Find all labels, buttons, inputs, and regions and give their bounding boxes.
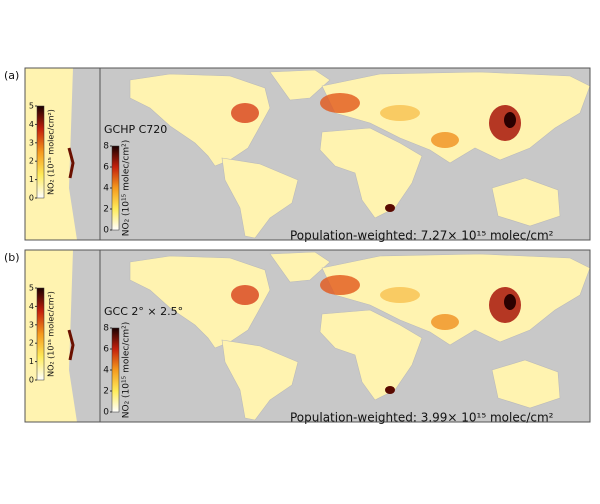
colorbar-tick-label: 0 [29, 376, 34, 385]
inset-map [23, 66, 102, 242]
model-name: GCHP C720 [104, 123, 167, 136]
colorbar-label: NO₂ (10¹⁵ molec/cm²) [122, 140, 132, 236]
world-map [99, 67, 591, 241]
colorbar [111, 145, 120, 231]
colorbar-tick-label: 2 [103, 205, 109, 215]
colorbar-tick-label: 4 [103, 366, 109, 376]
colorbar-tick-label: 5 [29, 102, 34, 111]
colorbar-label: NO₂ (10¹⁵ molec/cm²) [47, 109, 56, 195]
colorbar-tick-label: 2 [29, 339, 34, 348]
colorbar-tick-label: 8 [103, 142, 109, 152]
panel-frame [24, 67, 591, 241]
colorbar-tick-label: 6 [103, 345, 109, 355]
colorbar [36, 287, 45, 381]
caption: Population-weighted: 7.27× 10¹⁵ molec/cm… [290, 229, 554, 243]
colorbar-label: NO₂ (10¹⁵ molec/cm²) [122, 322, 132, 418]
colorbar-tick-label: 4 [29, 302, 34, 311]
colorbar [36, 105, 45, 199]
colorbar-tick-label: 0 [103, 226, 109, 236]
panel-frame [24, 249, 591, 423]
colorbar-tick-label: 6 [103, 163, 109, 173]
colorbar-tick-label: 3 [29, 138, 34, 147]
panel: (b) GCC 2° × 2.5° Population-weighted: 3.9… [4, 248, 591, 425]
colorbar-tick-label: 0 [103, 408, 109, 418]
caption: Population-weighted: 3.99× 10¹⁵ molec/cm… [290, 411, 554, 425]
colorbar-tick-label: 4 [103, 184, 109, 194]
colorbar-tick-label: 2 [103, 387, 109, 397]
colorbar-tick-label: 1 [29, 357, 34, 366]
colorbar-tick-label: 5 [29, 284, 34, 293]
panel-label: (b) [4, 251, 20, 264]
world-map [99, 249, 591, 423]
colorbar-tick-label: 1 [29, 175, 34, 184]
colorbar-tick-label: 2 [29, 157, 34, 166]
colorbar-tick-label: 8 [103, 324, 109, 334]
colorbar-tick-label: 0 [29, 194, 34, 203]
panel-label: (a) [4, 69, 19, 82]
colorbar-tick-label: 3 [29, 320, 34, 329]
colorbar-label: NO₂ (10¹⁵ molec/cm²) [47, 291, 56, 377]
model-name: GCC 2° × 2.5° [104, 305, 183, 318]
inset-map [23, 248, 102, 424]
panel: (a) GCHP C720 Population-weighted: 7.27× 1… [4, 66, 591, 243]
colorbar [111, 327, 120, 413]
colorbar-tick-label: 4 [29, 120, 34, 129]
